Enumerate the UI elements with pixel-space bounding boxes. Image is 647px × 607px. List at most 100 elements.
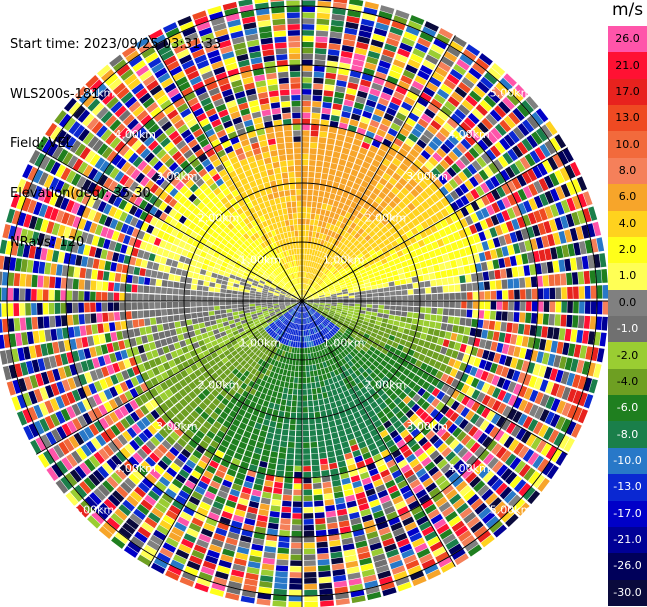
ppi-gate xyxy=(157,443,168,455)
ppi-gate xyxy=(223,434,233,443)
ppi-gate xyxy=(254,320,260,325)
ppi-gate xyxy=(137,363,146,373)
ppi-gate xyxy=(292,501,302,508)
ppi-gate xyxy=(280,307,286,311)
ppi-gate xyxy=(335,418,342,426)
ppi-gate xyxy=(19,288,25,301)
ppi-gate xyxy=(476,380,485,391)
ppi-gate xyxy=(121,264,129,274)
ppi-gate xyxy=(313,302,320,304)
ppi-gate xyxy=(328,43,341,51)
ppi-gate xyxy=(402,395,412,405)
ppi-gate xyxy=(295,311,298,318)
ppi-gate xyxy=(380,92,392,101)
ppi-gate xyxy=(40,371,50,385)
ppi-gate xyxy=(584,285,591,299)
ppi-gate xyxy=(381,348,389,355)
ppi-gate xyxy=(250,495,261,503)
ppi-gate xyxy=(266,528,278,536)
ppi-gate xyxy=(372,267,379,273)
ppi-gate xyxy=(366,531,379,540)
ppi-gate xyxy=(349,119,359,127)
ppi-gate xyxy=(254,332,261,338)
ppi-gate xyxy=(500,450,512,463)
ppi-gate xyxy=(506,207,516,220)
ppi-gate xyxy=(394,315,401,321)
ppi-gate xyxy=(589,270,596,284)
ppi-gate xyxy=(295,442,302,449)
ppi-gate xyxy=(197,480,209,490)
ppi-gate xyxy=(407,565,422,576)
ppi-gate xyxy=(312,195,318,202)
ppi-gate xyxy=(465,318,472,327)
ppi-gate xyxy=(314,214,320,221)
ppi-gate xyxy=(0,255,5,270)
ppi-gate xyxy=(593,363,602,378)
ppi-gate xyxy=(314,345,319,352)
ppi-gate xyxy=(472,291,479,300)
ppi-gate xyxy=(486,131,498,144)
ppi-gate xyxy=(316,547,329,554)
ppi-gate xyxy=(327,55,339,62)
ppi-gate xyxy=(255,441,264,449)
ppi-gate xyxy=(208,287,215,292)
ppi-gate xyxy=(373,218,381,226)
ppi-gate xyxy=(369,345,376,353)
ppi-gate xyxy=(283,488,293,495)
ppi-gate xyxy=(297,401,302,407)
ppi-gate xyxy=(285,376,291,383)
ppi-gate xyxy=(302,100,311,107)
ppi-gate xyxy=(390,383,399,392)
ppi-gate xyxy=(274,308,280,312)
ppi-gate xyxy=(37,316,44,329)
ppi-gate xyxy=(262,308,268,312)
ppi-gate xyxy=(339,281,346,286)
ppi-gate xyxy=(157,364,166,374)
ppi-gate xyxy=(264,349,270,356)
ppi-gate xyxy=(265,540,277,547)
ppi-gate xyxy=(349,274,356,280)
ppi-gate xyxy=(72,417,83,431)
ppi-gate xyxy=(34,246,42,260)
ppi-gate xyxy=(303,272,305,278)
ppi-gate xyxy=(321,469,330,477)
ppi-gate xyxy=(277,314,283,319)
ppi-gate xyxy=(471,160,482,172)
ppi-gate xyxy=(374,349,381,356)
ppi-gate xyxy=(104,260,112,271)
ppi-gate xyxy=(473,525,488,538)
ppi-gate xyxy=(395,285,402,291)
ppi-gate xyxy=(390,296,396,301)
ppi-gate xyxy=(331,13,345,21)
ppi-gate xyxy=(527,212,537,225)
ppi-gate xyxy=(236,427,245,436)
ppi-gate xyxy=(319,265,324,272)
ppi-gate xyxy=(419,307,426,313)
ppi-gate xyxy=(152,366,161,376)
ppi-gate xyxy=(135,336,143,346)
ppi-gate xyxy=(318,251,324,258)
ppi-gate xyxy=(229,488,241,497)
ppi-gate xyxy=(483,453,495,466)
ppi-gate xyxy=(256,598,271,606)
ppi-gate xyxy=(294,311,298,317)
ppi-gate xyxy=(495,482,508,496)
ppi-gate xyxy=(337,296,343,299)
ppi-gate xyxy=(323,328,328,334)
ppi-gate xyxy=(200,455,211,465)
ppi-gate xyxy=(226,312,233,317)
ppi-gate xyxy=(414,331,422,339)
ppi-gate xyxy=(449,40,464,53)
ppi-gate xyxy=(263,312,269,316)
ppi-gate xyxy=(354,377,361,385)
ppi-gate xyxy=(391,406,401,415)
ppi-gate xyxy=(333,334,340,340)
ppi-gate xyxy=(345,395,353,403)
ppi-gate xyxy=(404,253,412,261)
ppi-gate xyxy=(424,161,435,171)
ppi-gate xyxy=(493,105,507,118)
ppi-gate xyxy=(272,493,282,501)
ppi-gate xyxy=(145,473,158,485)
ppi-gate xyxy=(79,267,87,279)
ppi-gate xyxy=(190,307,197,313)
